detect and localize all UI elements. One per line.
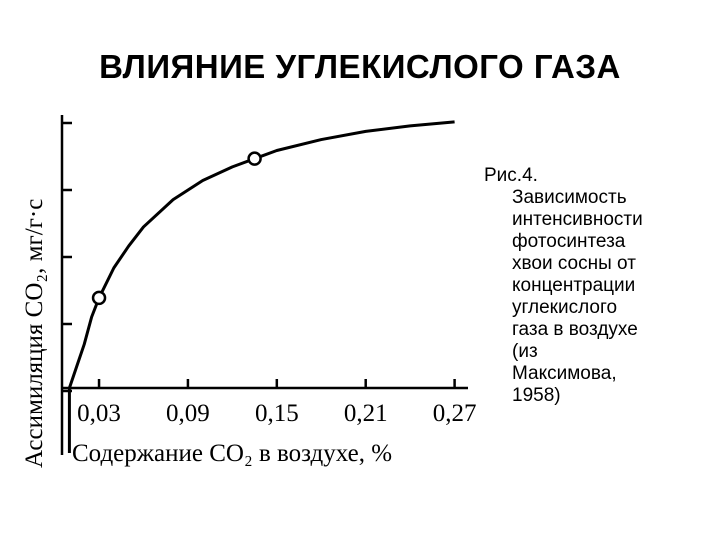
marker-layer <box>91 151 262 306</box>
x-tick-labels: 0,03 0,09 0,15 0,21 0,27 <box>77 400 476 427</box>
caption-line-9: (из <box>512 341 538 362</box>
y-axis-label: Ассимиляция CO₂, мг/г·с <box>21 199 48 468</box>
caption-line-7: углекислого <box>512 297 618 318</box>
axes <box>60 115 468 455</box>
x-tick-label: 0,27 <box>433 400 477 427</box>
x-tick-label: 0,21 <box>344 400 388 427</box>
curve-layer <box>67 120 455 453</box>
caption-line-4: фотосинтеза <box>512 231 626 252</box>
caption-line-8: газа в воздухе <box>512 319 638 340</box>
series-line <box>67 120 455 453</box>
caption-line-3: интенсивности <box>512 209 643 230</box>
caption-line-2: Зависимость <box>512 187 627 208</box>
caption-line-11: 1958) <box>512 385 561 406</box>
data-point <box>91 290 107 306</box>
caption-line-10: Максимова, <box>512 363 617 384</box>
caption-line-6: концентрации <box>512 275 636 296</box>
x-tick-label: 0,09 <box>166 400 210 427</box>
slide-title: ВЛИЯНИЕ УГЛЕКИСЛОГО ГАЗА <box>99 48 621 85</box>
figure-caption: Рис.4. Зависимость интенсивности фотосин… <box>484 165 684 407</box>
x-axis-label: Содержание CO₂ в воздухе, % <box>72 440 392 467</box>
x-tick-label: 0,15 <box>255 400 299 427</box>
data-point <box>247 151 262 166</box>
caption-line-1: Рис.4. <box>484 165 538 186</box>
x-tick-label: 0,03 <box>77 400 121 427</box>
caption-line-5: хвои сосны от <box>512 253 636 274</box>
